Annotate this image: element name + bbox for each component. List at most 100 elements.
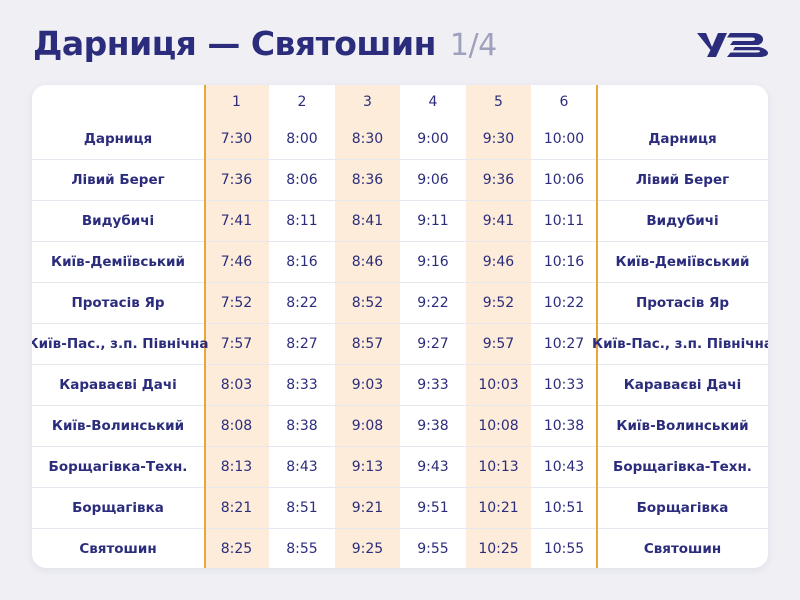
departure-time: 8:41 bbox=[351, 212, 384, 229]
departure-time: 8:22 bbox=[286, 294, 318, 311]
departure-time: 9:38 bbox=[417, 417, 449, 434]
departure-time: 8:36 bbox=[351, 171, 384, 188]
departure-time: 8:11 bbox=[286, 212, 318, 229]
departure-time: 8:30 bbox=[351, 130, 384, 147]
departure-time: 10:00 bbox=[543, 130, 585, 147]
departure-time: 9:22 bbox=[417, 294, 449, 311]
row-divider bbox=[32, 241, 768, 242]
departure-time: 9:13 bbox=[351, 458, 384, 475]
column-border bbox=[204, 85, 206, 568]
train-number-header: 3 bbox=[363, 93, 372, 110]
station-name-right: Київ-Волинський bbox=[616, 417, 749, 434]
station-name-right: Борщагівка bbox=[636, 499, 729, 516]
departure-time: 8:33 bbox=[286, 376, 318, 393]
timetable-card: 1 2 3 4 5 6 Дарниця 7:30 8:00 8:30 9:00 9:30 10:00 Да… bbox=[32, 85, 768, 568]
column-border bbox=[596, 85, 598, 568]
departure-time: 8:13 bbox=[220, 458, 253, 475]
departure-time: 9:46 bbox=[482, 253, 515, 270]
row-divider bbox=[32, 487, 768, 488]
departure-time: 9:36 bbox=[482, 171, 515, 188]
row-divider bbox=[32, 364, 768, 365]
station-name-right: Дарниця bbox=[648, 130, 717, 147]
departure-time: 9:51 bbox=[417, 499, 449, 516]
departure-time: 9:43 bbox=[417, 458, 449, 475]
departure-time: 8:52 bbox=[351, 294, 384, 311]
station-name-left: Київ-Пас., з.п. Північна bbox=[32, 335, 209, 352]
departure-time: 9:21 bbox=[351, 499, 384, 516]
station-name-right: Лівий Берег bbox=[635, 171, 730, 188]
departure-time: 9:57 bbox=[482, 335, 515, 352]
departure-time: 10:13 bbox=[478, 458, 519, 475]
departure-time: 7:41 bbox=[220, 212, 253, 229]
station-name-right: Караваєві Дачі bbox=[623, 376, 742, 393]
row-divider bbox=[32, 528, 768, 529]
departure-time: 8:21 bbox=[220, 499, 253, 516]
departure-time: 9:41 bbox=[482, 212, 515, 229]
departure-time: 7:36 bbox=[220, 171, 253, 188]
station-name-right: Борщагівка-Техн. bbox=[613, 458, 752, 475]
departure-time: 10:11 bbox=[543, 212, 585, 229]
departure-time: 8:00 bbox=[286, 130, 318, 147]
departure-time: 9:25 bbox=[351, 540, 384, 557]
departure-time: 10:27 bbox=[543, 335, 585, 352]
timetable: 1 2 3 4 5 6 Дарниця 7:30 8:00 8:30 9:00 9:30 10:00 Да… bbox=[32, 85, 768, 568]
departure-time: 7:52 bbox=[220, 294, 253, 311]
page-title: Дарниця — Святошин 1/4 bbox=[33, 22, 497, 68]
station-name-left: Дарниця bbox=[83, 130, 153, 147]
departure-time: 8:03 bbox=[220, 376, 253, 393]
departure-time: 10:38 bbox=[543, 417, 585, 434]
departure-time: 9:00 bbox=[417, 130, 449, 147]
departure-time: 8:51 bbox=[286, 499, 318, 516]
row-divider bbox=[32, 323, 768, 324]
station-name-left: Борщагівка bbox=[72, 499, 164, 516]
departure-time: 8:27 bbox=[286, 335, 318, 352]
departure-time: 9:03 bbox=[351, 376, 384, 393]
departure-time: 9:16 bbox=[417, 253, 449, 270]
station-name-left: Київ-Деміївський bbox=[51, 253, 185, 270]
departure-time: 10:51 bbox=[543, 499, 585, 516]
departure-time: 10:22 bbox=[543, 294, 585, 311]
departure-time: 9:11 bbox=[417, 212, 449, 229]
train-number-header: 5 bbox=[494, 93, 503, 110]
station-name-left: Лівий Берег bbox=[71, 171, 165, 188]
departure-time: 8:25 bbox=[220, 540, 253, 557]
departure-time: 7:30 bbox=[220, 130, 253, 147]
departure-time: 9:06 bbox=[417, 171, 449, 188]
row-divider bbox=[32, 282, 768, 283]
station-name-right: Протасів Яр bbox=[635, 294, 730, 311]
page-indicator: 1/4 bbox=[449, 28, 497, 63]
departure-time: 9:27 bbox=[417, 335, 449, 352]
row-divider bbox=[32, 446, 768, 447]
departure-time: 8:06 bbox=[286, 171, 318, 188]
train-number-header: 6 bbox=[559, 93, 569, 110]
station-name-right: Київ-Деміївський bbox=[615, 253, 750, 270]
station-name-right: Київ-Пас., з.п. Північна bbox=[592, 335, 768, 352]
departure-time: 7:46 bbox=[220, 253, 253, 270]
station-name-left: Борщагівка-Техн. bbox=[48, 458, 188, 475]
departure-time: 8:38 bbox=[286, 417, 318, 434]
departure-time: 10:33 bbox=[543, 376, 585, 393]
row-divider bbox=[32, 200, 768, 201]
station-name-left: Протасів Яр bbox=[71, 294, 165, 311]
station-name-left: Видубичі bbox=[81, 212, 155, 229]
train-number-header: 4 bbox=[428, 93, 438, 110]
departure-time: 8:55 bbox=[286, 540, 318, 557]
departure-time: 9:08 bbox=[351, 417, 384, 434]
train-number-header: 1 bbox=[232, 93, 241, 110]
departure-time: 10:03 bbox=[478, 376, 519, 393]
station-name-right: Святошин bbox=[643, 540, 722, 557]
departure-time: 9:55 bbox=[417, 540, 449, 557]
uz-logo-icon bbox=[697, 33, 768, 57]
row-divider bbox=[32, 405, 768, 406]
station-name-left: Київ-Волинський bbox=[51, 417, 185, 434]
station-name-left: Караваєві Дачі bbox=[59, 376, 177, 393]
departure-time: 8:08 bbox=[220, 417, 253, 434]
departure-time: 10:21 bbox=[478, 499, 519, 516]
departure-time: 8:46 bbox=[351, 253, 384, 270]
departure-time: 8:43 bbox=[286, 458, 318, 475]
departure-time: 9:52 bbox=[482, 294, 515, 311]
row-divider bbox=[32, 159, 768, 160]
departure-time: 8:57 bbox=[351, 335, 384, 352]
departure-time: 10:55 bbox=[543, 540, 585, 557]
departure-time: 9:33 bbox=[417, 376, 449, 393]
